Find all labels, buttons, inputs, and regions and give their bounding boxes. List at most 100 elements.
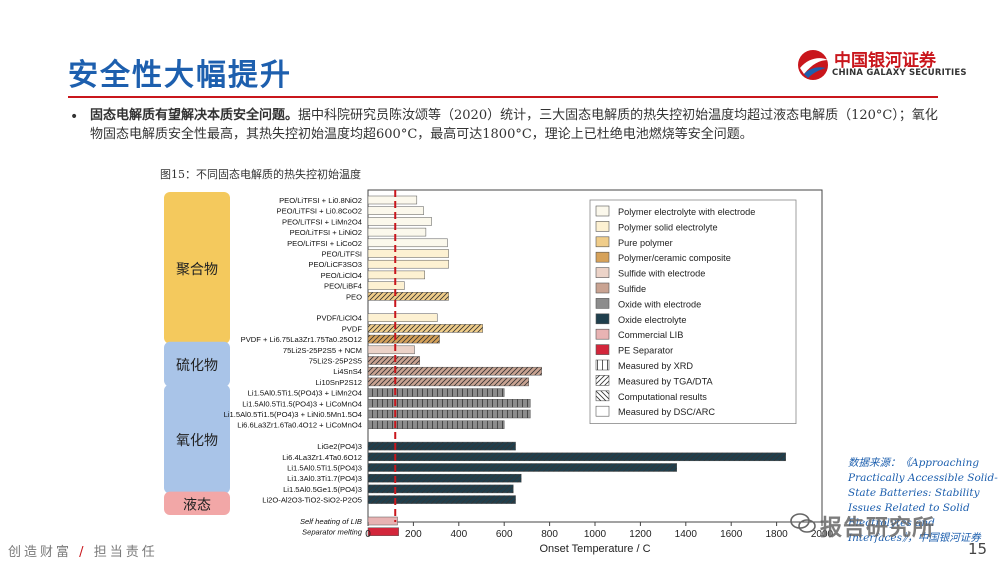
x-tick-label-10: 2000 xyxy=(811,529,834,540)
bar-label-14: 75Li2S-25P2S5 + NCM xyxy=(283,346,362,355)
bar-label-1: PEO/LiTFSI + Li0.8CoO2 xyxy=(277,207,362,216)
x-tick-label-1: 200 xyxy=(405,529,422,540)
bar-pattern-26 xyxy=(368,474,522,483)
group-box-0 xyxy=(164,192,230,344)
legend-label-9: PE Separator xyxy=(618,346,673,356)
bullet-lead: 固态电解质有望解决本质安全问题。 xyxy=(90,108,299,123)
bar-pattern-24 xyxy=(368,452,786,461)
logo-chinese-name: 中国银河证券 xyxy=(834,51,936,71)
group-label-3: 液态 xyxy=(183,497,211,513)
bar-14 xyxy=(367,345,415,355)
bullet-marker: • xyxy=(70,109,79,125)
bar-label-21: Li6.6La3Zr1.6Ta0.4O12 + LiCoMnO4 xyxy=(237,421,362,430)
bar-label-3: PEO/LiTFSI + LiNiO2 xyxy=(290,228,362,237)
legend-label-5: Sulfide xyxy=(618,284,646,294)
bar-label-23: LiGe2(PO4)3 xyxy=(317,442,362,451)
bar-label-26: Li1.3Al0.3Ti1.7(PO4)3 xyxy=(287,474,362,483)
x-tick-label-3: 600 xyxy=(496,529,513,540)
group-label-1: 硫化物 xyxy=(176,358,218,374)
legend-swatch-pattern-12 xyxy=(596,390,609,401)
x-tick-label-5: 1000 xyxy=(584,529,607,540)
bar-pattern-9 xyxy=(368,292,449,301)
bar-label-27: Li1.5Al0.5Ge1.5(PO4)3 xyxy=(283,485,362,494)
bar-pattern-15 xyxy=(368,356,420,365)
legend-swatch-pattern-10 xyxy=(596,360,609,370)
wechat-icon xyxy=(790,513,816,533)
logo-english-name: CHINA GALAXY SECURITIES xyxy=(832,68,967,78)
bar-label-19: Li1.5Al0.5Ti1.5(PO4)3 + LiCoMnO4 xyxy=(242,399,362,408)
legend-box xyxy=(589,199,797,425)
bar-label-7: PEO/LiClO4 xyxy=(321,271,362,280)
group-box-3 xyxy=(164,491,230,515)
legend-swatch-pattern-11 xyxy=(596,375,609,386)
bar-11 xyxy=(367,313,438,322)
bullet-paragraph: 固态电解质有望解决本质安全问题。据中科院研究员陈汝颂等（2020）统计，三大固态… xyxy=(90,106,940,144)
bar-8 xyxy=(367,281,405,290)
group-box-2 xyxy=(164,384,230,494)
bar-label-0: PEO/LiTFSI + Li0.8NiO2 xyxy=(279,196,362,205)
group-label-2: 氧化物 xyxy=(176,433,218,449)
bar-31 xyxy=(367,527,399,536)
footer-slogan: 创造财富 / 担当责任 xyxy=(8,541,158,560)
bar-label-25: Li1.5Al0.5Ti1.5(PO4)3 xyxy=(287,464,362,473)
legend-label-11: Measured by TGA/DTA xyxy=(618,376,714,386)
bar-label-12: PVDF xyxy=(342,324,363,333)
x-tick-label-4: 800 xyxy=(541,529,558,540)
x-tick-label-0: 0 xyxy=(365,529,371,540)
watermark: 报告研究所 xyxy=(820,516,936,541)
page-number: 15 xyxy=(968,540,988,558)
legend-label-1: Polymer solid electrolyte xyxy=(618,222,718,232)
legend-label-0: Polymer electrolyte with electrode xyxy=(618,207,755,217)
legend-label-8: Commercial LIB xyxy=(618,330,683,340)
group-box-1 xyxy=(164,341,230,387)
bar-pattern-21 xyxy=(368,420,505,429)
header-divider xyxy=(68,96,938,98)
x-tick-label-6: 1200 xyxy=(629,529,652,540)
bar-4 xyxy=(367,238,448,248)
legend-swatch-1 xyxy=(595,221,610,232)
source-note: 数据来源：《Approaching Practically Accessible… xyxy=(848,457,998,544)
group-label-0: 聚合物 xyxy=(176,262,218,278)
bar-6 xyxy=(367,259,449,269)
bar-label-6: PEO/LiCF3SO3 xyxy=(308,260,362,269)
legend-swatch-7 xyxy=(595,313,610,325)
footer-slogan-b: 担当责任 xyxy=(93,545,158,560)
legend-label-4: Sulfide with electrode xyxy=(618,269,705,279)
x-axis-title: Onset Temperature / C xyxy=(539,543,650,555)
bar-pattern-27 xyxy=(368,484,514,493)
x-tick-label-9: 1800 xyxy=(765,529,788,540)
bar-pattern-12 xyxy=(368,324,483,333)
bar-label-15: 75Li2S·25P2S5 xyxy=(309,357,362,366)
legend-label-12: Computational results xyxy=(618,392,707,402)
bar-label-5: PEO/LiTFSI xyxy=(321,250,362,259)
legend-swatch-9 xyxy=(595,344,610,355)
bar-label-11: PVDF/LiClO4 xyxy=(316,314,362,323)
galaxy-logo-icon xyxy=(798,50,828,80)
bar-3 xyxy=(367,227,427,237)
bar-label-28: Li2O-Al2O3-TiO2-SiO2-P2O5 xyxy=(262,496,362,505)
legend-swatch-6 xyxy=(595,298,610,309)
bar-label-18: Li1.5Al0.5Ti1.5(PO4)3 + LiMn2O4 xyxy=(248,389,362,398)
bar-30 xyxy=(367,516,398,526)
bar-pattern-23 xyxy=(368,442,516,451)
legend-label-10: Measured by XRD xyxy=(618,361,693,371)
legend-swatch-5 xyxy=(595,282,610,294)
legend-swatch-3 xyxy=(595,251,610,263)
legend-label-6: Oxide with electrode xyxy=(618,299,701,309)
bar-label-17: Li10SnP2S12 xyxy=(316,378,362,387)
bar-pattern-19 xyxy=(368,399,531,408)
bar-pattern-16 xyxy=(368,367,542,376)
legend-label-3: Polymer/ceramic composite xyxy=(618,253,731,263)
x-tick-label-2: 400 xyxy=(450,529,467,540)
legend-label-13: Measured by DSC/ARC xyxy=(618,407,715,417)
bar-label-2: PEO/LiTFSI + LiMn2O4 xyxy=(282,217,362,226)
x-tick-label-7: 1400 xyxy=(675,529,698,540)
figure-caption: 图15：不同固态电解质的热失控初始温度 xyxy=(160,168,361,181)
bar-pattern-28 xyxy=(368,495,516,504)
bar-pattern-17 xyxy=(368,377,529,386)
legend-swatch-0 xyxy=(595,205,610,217)
legend-swatch-13 xyxy=(595,405,610,417)
legend-label-2: Pure polymer xyxy=(618,238,673,248)
bar-label-8: PEO/LiBF4 xyxy=(324,282,362,291)
bar-pattern-13 xyxy=(368,335,440,344)
